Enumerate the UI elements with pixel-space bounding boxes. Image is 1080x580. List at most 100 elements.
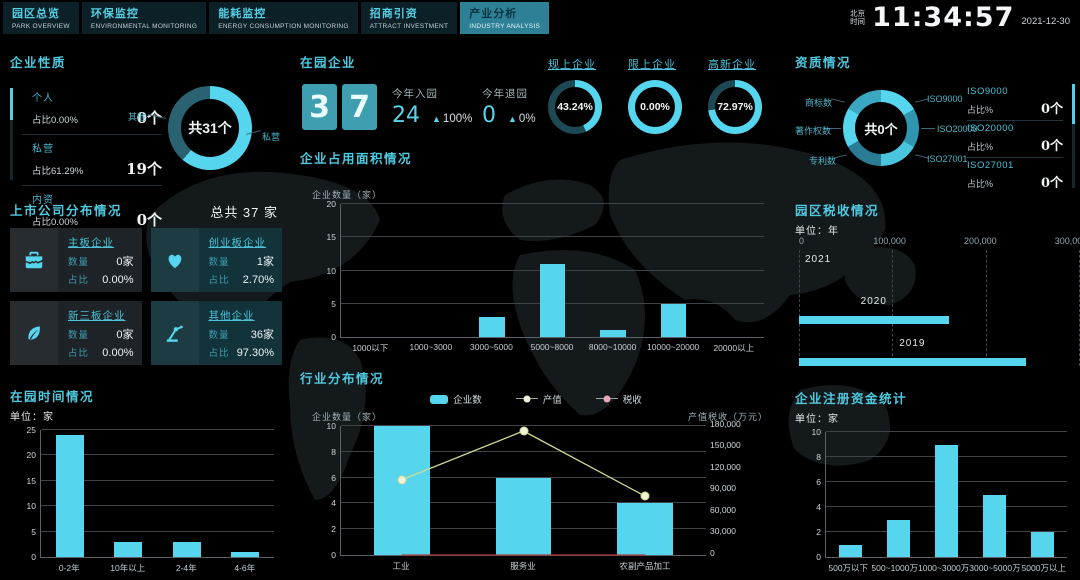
scrollbar-thumb[interactable] — [1072, 84, 1075, 124]
data-point-dot — [519, 426, 528, 436]
digit-box: 7 — [342, 84, 377, 130]
category-label: 2019 — [899, 338, 926, 349]
qualification-donut-chart: 共0个 — [843, 90, 919, 166]
x-tick-label: 5000~8000 — [530, 342, 574, 352]
clock-location: 北京 时间 — [850, 8, 866, 26]
panel-gauges: 规上企业 43.24% 限上企业 0.00% 高新企业 72.97% — [548, 56, 762, 134]
bar — [172, 541, 201, 557]
panel-listed-companies: 上市公司分布情况 总共 37 家 主板企业 数量 0家 占比 0.00% — [10, 200, 282, 368]
time-in-park-bar-chart: 0 5 10 15 20 25 0-2年 10年以上 2-4年 4-6年 — [10, 425, 282, 576]
grid-line: 10 — [327, 421, 706, 431]
bar — [230, 551, 259, 557]
tab-environmental-monitoring[interactable]: 环保监控 ENVIRONMENTAL MONITORING — [81, 2, 207, 34]
bar — [479, 317, 505, 337]
bar — [495, 477, 552, 555]
x-tick-label: 200,000 — [964, 236, 997, 246]
data-point-dot — [397, 475, 407, 485]
x-tick-label: 20000以上 — [713, 343, 755, 353]
y-tick-label: 15 — [26, 475, 36, 486]
panel-industry-distribution: 行业分布情况 企业数 产值 税收 企业数量（家） 产值税收（万元） 0 2 4 6 8 1… — [300, 368, 772, 578]
tab-industry-analysis[interactable]: 产业分析 INDUSTRY ANALYSIS — [460, 2, 550, 34]
donut-label: ISO9000 — [927, 94, 963, 104]
y-tick-label-right: 120,000 — [710, 461, 741, 472]
bars — [41, 430, 274, 557]
y-tick-label: 5 — [31, 526, 36, 537]
robot-arm-icon — [166, 325, 183, 342]
x-tick-label: 300,000 — [1054, 236, 1080, 246]
plot-area: 0 2 4 6 8 10 — [812, 427, 1067, 562]
industry-combo-chart: 0 2 4 6 8 10 0 30,000 60,000 90,000 120,000 150,000… — [310, 419, 772, 574]
bars — [341, 426, 706, 555]
grid-line: 6 — [331, 473, 706, 483]
y-tick-label: 0 — [331, 550, 336, 560]
panel-area-occupied: 企业占用面积情况 企业数量（家） 0 5 10 15 20 1000以下 1000~3000… — [300, 148, 772, 360]
y-axis-left-label: 企业数量（家） — [312, 412, 383, 422]
list-item: 私营 占比61.29% 19个 — [22, 135, 162, 186]
y-tick-label: 0 — [816, 552, 821, 562]
y-tick-label: 5 — [331, 298, 336, 309]
leaf-icon — [28, 326, 40, 340]
x-tick-label: 100,000 — [873, 236, 906, 246]
panel-enterprises-in-park: 在园企业 3 7 今年入园 24 ▲ 100% 今年退园 0 ▲ 0% — [300, 52, 545, 144]
x-tick-label: 1000~3000 — [409, 342, 453, 352]
y-axis-right-label: 产值税收（万元） — [687, 412, 768, 422]
panel-title: 园区税收情况 — [795, 204, 880, 218]
total-count: 总共 37 家 — [210, 205, 278, 220]
y-tick-label-right: 0 — [710, 547, 715, 558]
listed-cards: 主板企业 数量 0家 占比 0.00% 创业板企业 数量 1家 占比 2.70% — [10, 228, 282, 365]
x-tick-label: 8000~10000 — [588, 342, 637, 352]
y-tick-label-right: 90,000 — [710, 483, 736, 494]
panel-unit: 单位：家 — [795, 414, 839, 425]
briefcase-icon — [25, 251, 43, 269]
grid-line: 15 — [327, 232, 764, 242]
bar — [373, 426, 430, 555]
bar — [114, 541, 143, 557]
tab-park-overview[interactable]: 园区总览 PARK OVERVIEW — [3, 2, 79, 34]
grid-line: 15 — [27, 476, 274, 486]
grid-line — [892, 250, 894, 366]
bar — [617, 503, 674, 555]
panel-qualifications: 资质情况 共0个 商标数 著作权数 专利数 ISO9000 ISO20000 I… — [795, 52, 1075, 197]
bar — [1031, 532, 1055, 557]
grid-line — [799, 250, 800, 366]
grid-line: 10 — [27, 501, 274, 511]
gauge-above-limit: 限上企业 0.00% — [628, 56, 682, 134]
scrollbar-track[interactable] — [10, 88, 13, 180]
tab-subtitle: ENERGY CONSUMPTION MONITORING — [218, 23, 349, 30]
donut-label-other: 其他 — [128, 112, 147, 122]
scrollbar-thumb[interactable] — [10, 88, 13, 120]
donut-label: ISO20000 — [937, 124, 978, 134]
bars — [341, 204, 764, 337]
tax-horizontal-bar-chart: 0 100,000 200,000 300,000 2021 2020 2019 — [795, 236, 1080, 370]
panel-title: 上市公司分布情况 — [10, 204, 123, 218]
y-tick-label-right: 60,000 — [710, 504, 736, 515]
tab-subtitle: ATTRACT INVESTMENT — [369, 23, 449, 30]
y-tick-label: 10 — [811, 427, 821, 437]
scrollbar-track[interactable] — [1072, 84, 1075, 188]
bars — [826, 432, 1067, 557]
x-tick-label: 4-6年 — [234, 563, 256, 573]
tab-attract-investment[interactable]: 招商引资 ATTRACT INVESTMENT — [360, 2, 458, 34]
donut-label-private: 私营 — [262, 132, 281, 142]
chart-legend: 企业数 产值 税收 — [300, 392, 772, 406]
y-tick-label: 6 — [331, 472, 336, 483]
card-gem-board: 创业板企业 数量 1家 占比 2.70% — [150, 228, 282, 292]
list-item: ISO9000 占比% 0个 — [967, 84, 1063, 121]
y-tick-label: 20 — [326, 199, 336, 209]
heart-icon — [168, 254, 181, 269]
panel-title: 行业分布情况 — [300, 372, 385, 386]
panel-unit: 单位：年 — [795, 226, 839, 237]
x-tick-label: 工业 — [392, 561, 410, 571]
tab-title: 招商引资 — [369, 8, 418, 20]
clock-time: 11:34:57 — [872, 2, 1015, 33]
x-tick-label: 5000万以上 — [1021, 563, 1066, 573]
grid-line: 25 — [27, 425, 274, 435]
tab-energy-monitoring[interactable]: 能耗监控 ENERGY CONSUMPTION MONITORING — [209, 2, 358, 34]
x-axis-labels: 0 100,000 200,000 300,000 — [799, 236, 1080, 248]
stat-exited-this-year: 今年退园 0 ▲ 0% — [482, 88, 536, 128]
x-tick-label: 500万以下 — [828, 563, 869, 573]
tab-subtitle: INDUSTRY ANALYSIS — [469, 23, 541, 30]
x-tick-label: 500~1000万 — [871, 563, 918, 573]
x-tick-label: 1000以下 — [352, 343, 389, 353]
y-tick-label: 10 — [326, 265, 336, 276]
